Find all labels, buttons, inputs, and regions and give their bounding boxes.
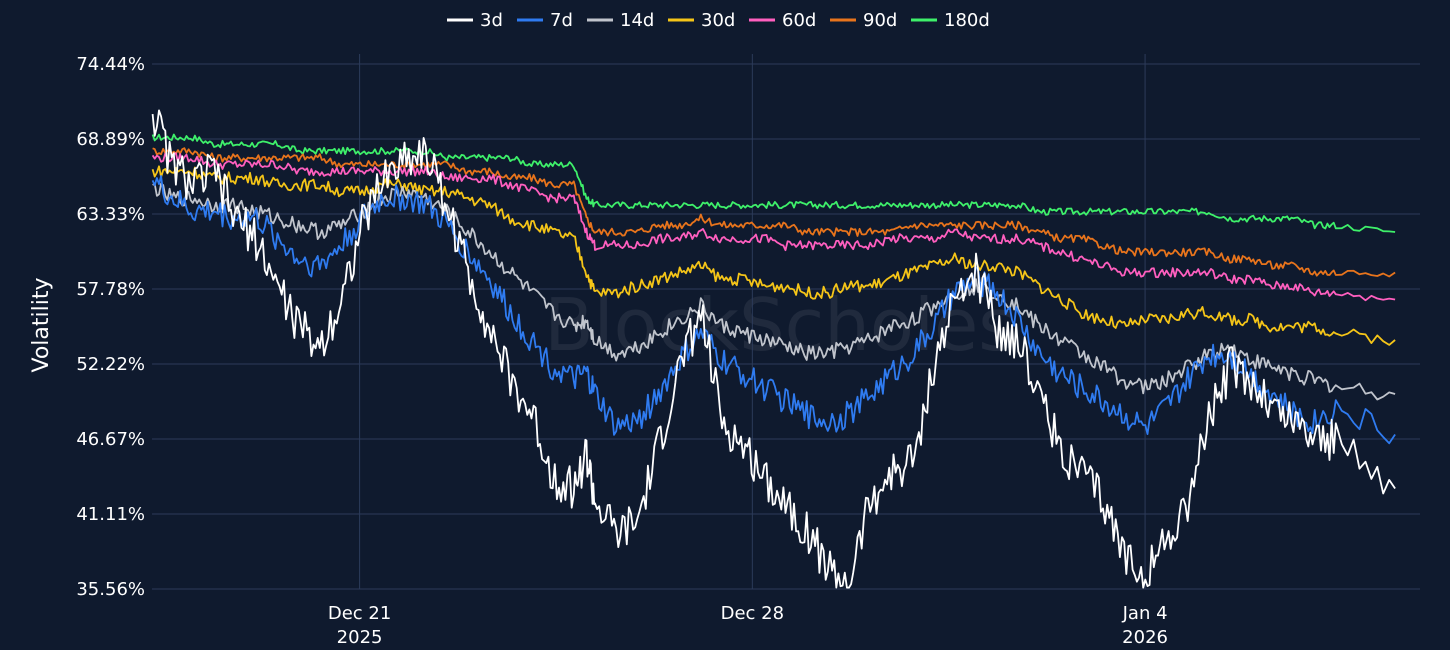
y-tick-label: 63.33% bbox=[76, 204, 145, 225]
legend[interactable]: 3d 7d 14d 30d 60d 90d 180d bbox=[447, 10, 990, 31]
series-line-3d bbox=[151, 109, 1396, 589]
legend-label: 180d bbox=[944, 10, 990, 31]
legend-label: 14d bbox=[620, 10, 654, 31]
legend-item-3d[interactable]: 3d bbox=[447, 10, 503, 31]
x-tick-year-label: 2026 bbox=[1122, 627, 1168, 648]
legend-label: 60d bbox=[782, 10, 816, 31]
legend-label: 30d bbox=[701, 10, 735, 31]
y-tick-label: 57.78% bbox=[76, 279, 145, 300]
legend-item-60d[interactable]: 60d bbox=[749, 10, 816, 31]
series-line-30d bbox=[151, 165, 1396, 346]
x-tick-label: Dec 28 bbox=[721, 603, 784, 624]
legend-item-30d[interactable]: 30d bbox=[668, 10, 735, 31]
series-line-14d bbox=[152, 182, 1396, 401]
series-line-60d bbox=[151, 152, 1396, 302]
y-tick-label: 74.44% bbox=[76, 54, 145, 75]
legend-item-180d[interactable]: 180d bbox=[911, 10, 990, 31]
legend-label: 3d bbox=[480, 10, 503, 31]
y-axis-ticks: 35.56% 41.11% 46.67% 52.22% 57.78% 63.33% 68.8… bbox=[76, 54, 145, 600]
y-axis-title: Volatility bbox=[29, 277, 54, 372]
y-tick-label: 35.56% bbox=[76, 579, 145, 600]
y-tick-label: 52.22% bbox=[76, 354, 145, 375]
x-tick-year-label: 2025 bbox=[337, 627, 383, 648]
legend-item-14d[interactable]: 14d bbox=[587, 10, 654, 31]
legend-item-7d[interactable]: 7d bbox=[517, 10, 573, 31]
series-line-7d bbox=[151, 175, 1396, 445]
legend-label: 7d bbox=[550, 10, 573, 31]
x-tick-label: Jan 4 bbox=[1122, 603, 1168, 624]
y-tick-label: 41.11% bbox=[76, 504, 145, 525]
y-tick-label: 46.67% bbox=[76, 429, 145, 450]
plot-area bbox=[151, 109, 1396, 589]
x-tick-label: Dec 21 bbox=[328, 603, 391, 624]
series-line-180d bbox=[151, 133, 1396, 233]
y-tick-label: 68.89% bbox=[76, 129, 145, 150]
legend-item-90d[interactable]: 90d bbox=[830, 10, 897, 31]
legend-label: 90d bbox=[863, 10, 897, 31]
series-line-90d bbox=[152, 147, 1396, 278]
